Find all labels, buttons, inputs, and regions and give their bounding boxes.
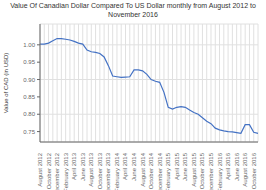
svg-text:June 2014: June 2014 [131, 152, 137, 181]
html-text:Value Of Canadian Dollar Compa: Value Of Canadian Dollar Compared To US … [10, 2, 256, 18]
svg-text:April 2016: April 2016 [225, 152, 231, 180]
svg-text:0.90: 0.90 [23, 77, 35, 83]
svg-text:August 2015: August 2015 [191, 152, 197, 186]
svg-text:June 2016: June 2016 [234, 152, 240, 181]
svg-text:August 2012: August 2012 [37, 152, 43, 186]
svg-text:April 2014: April 2014 [122, 152, 128, 180]
svg-text:August 2016: August 2016 [242, 152, 248, 186]
svg-text:0.95: 0.95 [23, 59, 35, 65]
svg-text:1.00: 1.00 [23, 42, 35, 48]
svg-text:February 2016: February 2016 [217, 152, 223, 190]
svg-text:June 2013: June 2013 [80, 152, 86, 181]
svg-text:December 2014: December 2014 [157, 152, 163, 190]
svg-text:0.80: 0.80 [23, 111, 35, 117]
svg-text:February 2014: February 2014 [114, 152, 120, 190]
svg-text:February 2015: February 2015 [165, 152, 171, 190]
svg-text:October 2013: October 2013 [97, 152, 103, 189]
svg-text:August 2014: August 2014 [140, 152, 146, 186]
svg-text:0.85: 0.85 [23, 94, 35, 100]
svg-text:December 2013: December 2013 [105, 152, 111, 190]
svg-text:June 2015: June 2015 [182, 152, 188, 181]
svg-text:Value of CAD (in USD): Value of CAD (in USD) [8, 53, 9, 114]
svg-text:December 2015: December 2015 [208, 152, 214, 190]
svg-text:October 2016: October 2016 [251, 152, 257, 189]
svg-text:October 2012: October 2012 [46, 152, 52, 189]
svg-text:October 2014: October 2014 [148, 152, 154, 189]
svg-text:October 2015: October 2015 [199, 152, 205, 189]
svg-text:December 2012: December 2012 [54, 152, 60, 190]
svg-text:August 2013: August 2013 [88, 152, 94, 186]
svg-text:February 2013: February 2013 [63, 152, 69, 190]
svg-text:April 2015: April 2015 [174, 152, 180, 180]
svg-text:0.75: 0.75 [23, 129, 35, 135]
svg-text:April 2013: April 2013 [71, 152, 77, 180]
